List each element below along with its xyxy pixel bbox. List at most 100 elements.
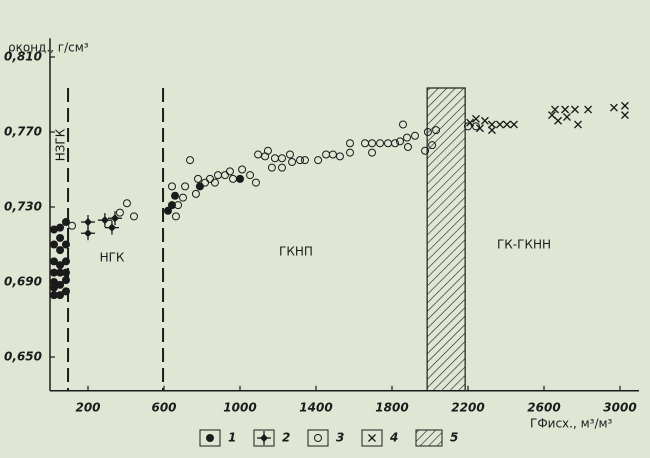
legend-box: [361, 429, 383, 447]
point: [171, 191, 180, 200]
point: [464, 122, 472, 131]
point: [502, 120, 511, 129]
point: [423, 128, 432, 136]
point: [487, 120, 496, 129]
point: [115, 208, 124, 217]
point-shape: [206, 434, 214, 442]
point: [236, 174, 244, 183]
x-axis-label: ГФисх., м³/м³: [530, 417, 613, 431]
point-shape: [195, 182, 204, 191]
y-tick-label: 0,650: [4, 350, 42, 364]
point: [471, 122, 480, 131]
point: [510, 120, 518, 129]
point-shape: [61, 276, 70, 285]
point: [122, 199, 131, 208]
point: [238, 165, 247, 174]
point-shape: [487, 120, 496, 129]
point-shape: [322, 150, 331, 159]
point: [403, 133, 412, 142]
point-shape: [277, 154, 286, 163]
point-shape: [56, 268, 65, 277]
point-shape: [620, 101, 629, 110]
point-shape: [56, 261, 65, 270]
point: [376, 139, 385, 148]
x-tick-label: 2600: [527, 400, 560, 414]
point-shape: [213, 171, 222, 180]
point: [56, 246, 65, 255]
point: [410, 131, 419, 140]
legend-box: [253, 429, 275, 447]
point: [56, 223, 65, 232]
point: [296, 156, 305, 165]
point: [107, 211, 122, 226]
point: [167, 182, 176, 191]
point: [551, 105, 559, 114]
x-tick-label: 3000: [603, 400, 636, 414]
point: [495, 120, 504, 129]
point-shape: [502, 120, 511, 129]
point: [620, 111, 629, 120]
point: [61, 218, 70, 226]
point: [186, 156, 195, 165]
point: [49, 225, 58, 234]
point-shape: [314, 434, 322, 442]
region-label: НГК: [100, 251, 125, 265]
point: [270, 154, 279, 163]
point-shape: [267, 163, 276, 172]
point: [428, 141, 437, 150]
point-shape: [361, 139, 370, 148]
point-shape: [551, 105, 559, 114]
point-shape: [300, 156, 309, 165]
point-shape: [346, 148, 355, 157]
point: [206, 434, 214, 442]
point: [49, 257, 58, 266]
point: [174, 201, 183, 210]
point: [56, 233, 65, 242]
point: [368, 139, 377, 148]
point-shape: [205, 174, 214, 183]
point: [61, 287, 70, 296]
point-shape: [246, 171, 255, 180]
point: [49, 240, 58, 249]
legend-label: 5: [450, 431, 458, 445]
point: [620, 101, 629, 110]
point: [285, 150, 294, 159]
point: [49, 278, 58, 286]
point: [300, 156, 309, 165]
point: [129, 212, 138, 221]
point: [56, 280, 65, 289]
point-shape: [171, 212, 180, 221]
point-shape: [61, 287, 70, 296]
point-shape: [171, 191, 180, 200]
point-shape: [584, 105, 593, 114]
point: [97, 213, 112, 228]
point: [277, 154, 286, 163]
point: [56, 268, 65, 277]
point: [267, 163, 276, 172]
point: [61, 268, 70, 277]
point: [61, 240, 70, 249]
legend-box: [199, 429, 221, 447]
point: [49, 283, 58, 292]
point: [179, 193, 187, 202]
point: [56, 291, 65, 300]
point: [167, 201, 176, 210]
point-shape: [563, 113, 571, 121]
point-shape: [263, 146, 272, 155]
point: [571, 105, 579, 114]
band: [426, 87, 466, 392]
point: [68, 221, 77, 230]
point-shape: [56, 233, 65, 242]
point: [322, 150, 331, 159]
legend-box: [307, 429, 329, 447]
point: [314, 434, 322, 442]
point: [254, 150, 263, 159]
point: [432, 126, 441, 135]
point-shape: [49, 268, 58, 277]
point: [563, 113, 571, 121]
point: [335, 152, 344, 161]
point: [384, 139, 393, 148]
y-tick-label: 0,770: [4, 125, 42, 139]
point: [574, 120, 582, 129]
point: [104, 220, 119, 235]
